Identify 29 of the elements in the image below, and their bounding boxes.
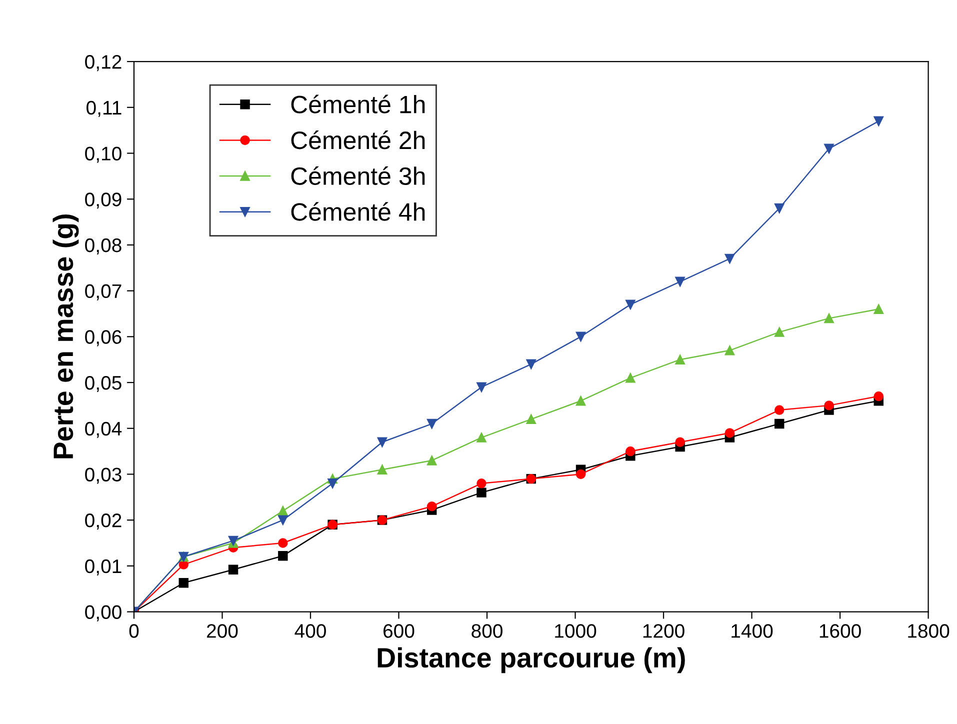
y-tick-label: 0,05	[85, 376, 122, 392]
x-tick-label: 200	[206, 624, 238, 638]
y-tick-label: 0,07	[85, 284, 122, 300]
x-tick-label: 1000	[555, 624, 596, 638]
x-tick-label: 600	[384, 624, 414, 638]
legend-label: Cémenté 1h	[291, 94, 425, 114]
x-tick-label: 1400	[732, 624, 773, 638]
x-tick-label: 1600	[820, 624, 861, 638]
x-tick-label: 1800	[908, 624, 950, 638]
y-tick-label: 0,00	[85, 605, 122, 622]
y-tick-label: 0,12	[85, 55, 122, 72]
y-tick-label: 0,10	[85, 146, 122, 163]
x-axis-title: Distance parcourue (m)	[378, 647, 685, 674]
legend-label: Cémenté 3h	[291, 166, 425, 186]
x-tick-label: 0	[129, 624, 139, 638]
y-tick-label: 0,06	[85, 330, 122, 346]
y-axis-title: Perte en masse (g)	[52, 214, 79, 458]
y-tick-label: 0,03	[85, 468, 122, 484]
y-tick-label: 0,01	[85, 559, 122, 576]
y-tick-label: 0,04	[85, 422, 122, 438]
legend-label: Cémenté 4h	[291, 202, 425, 221]
x-tick-label: 800	[472, 624, 502, 638]
y-tick-label: 0,09	[85, 192, 122, 209]
x-tick-label: 1200	[643, 624, 684, 638]
x-tick-label: 400	[294, 624, 326, 638]
y-tick-label: 0,02	[85, 514, 122, 530]
y-tick-label: 0,11	[86, 100, 122, 117]
legend-label: Cémenté 2h	[291, 130, 425, 150]
y-tick-label: 0,08	[85, 238, 122, 254]
